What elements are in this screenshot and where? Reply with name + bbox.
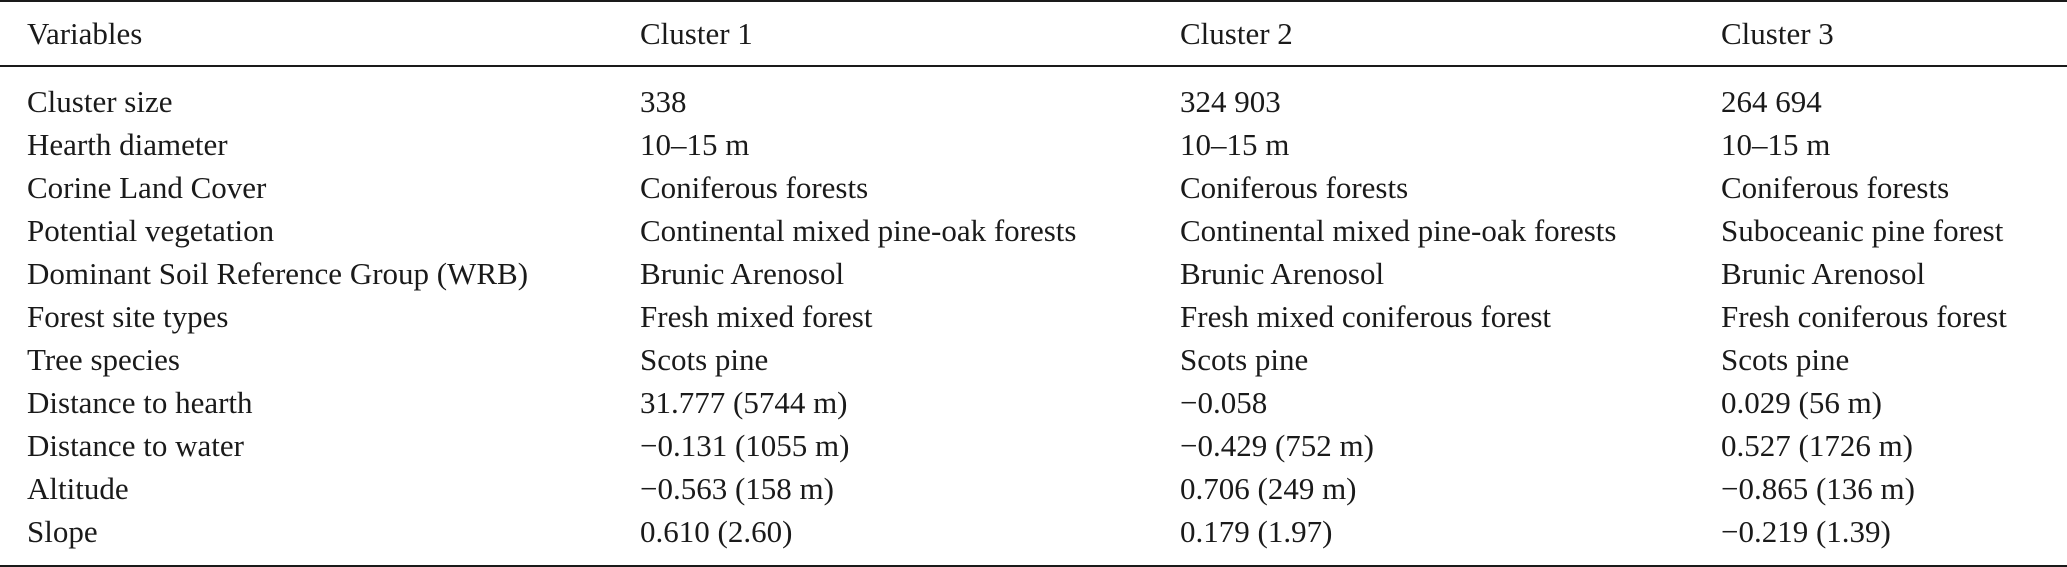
row-label: Altitude — [27, 471, 129, 506]
cell-cluster-1: 31.777 (5744 m) — [640, 385, 848, 420]
header-variables: Variables — [27, 16, 143, 51]
cell-cluster-3: 264 694 — [1721, 84, 1822, 119]
cell-cluster-3: Suboceanic pine forest — [1721, 213, 2004, 248]
cell-cluster-2: Scots pine — [1180, 342, 1309, 377]
cell-cluster-2: Fresh mixed coniferous forest — [1180, 299, 1552, 334]
row-label: Tree species — [27, 342, 180, 377]
cell-cluster-2: −0.058 — [1180, 385, 1268, 420]
cell-cluster-3: 0.029 (56 m) — [1721, 385, 1883, 420]
cell-cluster-2: −0.429 (752 m) — [1180, 428, 1374, 463]
cell-cluster-1: Fresh mixed forest — [640, 299, 873, 334]
row-label: Corine Land Cover — [27, 170, 267, 205]
cell-cluster-2: Continental mixed pine-oak forests — [1180, 213, 1617, 248]
table-row: Slope 0.610 (2.60) 0.179 (1.97) −0.219 (… — [0, 510, 2067, 566]
table-row: Hearth diameter 10–15 m 10–15 m 10–15 m — [0, 123, 2067, 166]
cell-cluster-1: Brunic Arenosol — [640, 256, 845, 291]
table-row: Altitude −0.563 (158 m) 0.706 (249 m) −0… — [0, 467, 2067, 510]
cell-cluster-3: Fresh coniferous forest — [1721, 299, 2007, 334]
header-cluster-2: Cluster 2 — [1180, 16, 1293, 51]
table-row: Dominant Soil Reference Group (WRB) Brun… — [0, 252, 2067, 295]
row-label: Forest site types — [27, 299, 229, 334]
cell-cluster-1: −0.563 (158 m) — [640, 471, 834, 506]
table-row: Tree species Scots pine Scots pine Scots… — [0, 338, 2067, 381]
cell-cluster-2: 0.706 (249 m) — [1180, 471, 1357, 506]
row-label: Hearth diameter — [27, 127, 228, 162]
cell-cluster-1: 10–15 m — [640, 127, 750, 162]
table-row: Corine Land Cover Coniferous forests Con… — [0, 166, 2067, 209]
row-label: Slope — [27, 514, 98, 549]
cell-cluster-3: Coniferous forests — [1721, 170, 1950, 205]
table-row: Distance to hearth 31.777 (5744 m) −0.05… — [0, 381, 2067, 424]
cell-cluster-2: Brunic Arenosol — [1180, 256, 1385, 291]
cell-cluster-2: 10–15 m — [1180, 127, 1290, 162]
cell-cluster-2: Coniferous forests — [1180, 170, 1409, 205]
cell-cluster-3: Scots pine — [1721, 342, 1850, 377]
header-cluster-1: Cluster 1 — [640, 16, 753, 51]
cell-cluster-2: 0.179 (1.97) — [1180, 514, 1333, 549]
cell-cluster-1: Scots pine — [640, 342, 769, 377]
table-header-row: Variables Cluster 1 Cluster 2 Cluster 3 — [0, 1, 2067, 66]
cell-cluster-3: −0.219 (1.39) — [1721, 514, 1891, 549]
cell-cluster-1: −0.131 (1055 m) — [640, 428, 850, 463]
table-row: Forest site types Fresh mixed forest Fre… — [0, 295, 2067, 338]
cell-cluster-1: 0.610 (2.60) — [640, 514, 793, 549]
table-row: Cluster size 338 324 903 264 694 — [0, 66, 2067, 123]
row-label: Potential vegetation — [27, 213, 275, 248]
cell-cluster-3: 0.527 (1726 m) — [1721, 428, 1914, 463]
row-label: Distance to water — [27, 428, 244, 463]
cell-cluster-2: 324 903 — [1180, 84, 1281, 119]
cell-cluster-1: Continental mixed pine-oak forests — [640, 213, 1077, 248]
cell-cluster-3: −0.865 (136 m) — [1721, 471, 1915, 506]
table-row: Potential vegetation Continental mixed p… — [0, 209, 2067, 252]
row-label: Dominant Soil Reference Group (WRB) — [27, 256, 529, 291]
header-cluster-3: Cluster 3 — [1721, 16, 1834, 51]
cell-cluster-3: Brunic Arenosol — [1721, 256, 1926, 291]
table-row: Distance to water −0.131 (1055 m) −0.429… — [0, 424, 2067, 467]
row-label: Cluster size — [27, 84, 173, 119]
row-label: Distance to hearth — [27, 385, 253, 420]
cell-cluster-1: Coniferous forests — [640, 170, 869, 205]
cell-cluster-1: 338 — [640, 84, 687, 119]
cell-cluster-3: 10–15 m — [1721, 127, 1831, 162]
